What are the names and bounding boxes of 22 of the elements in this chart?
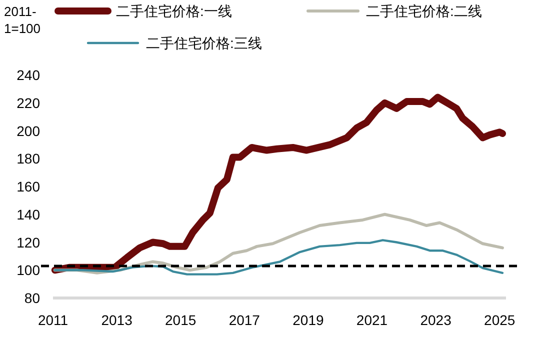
y-tick-label: 140 bbox=[16, 206, 40, 222]
x-tick-label: 2013 bbox=[101, 312, 133, 328]
x-tick-label: 2017 bbox=[228, 312, 260, 328]
x-tick-label: 2015 bbox=[165, 312, 196, 328]
legend-label: 二手住宅价格:一线 bbox=[116, 3, 232, 19]
y-axis-title: 2011-1=100 bbox=[4, 4, 41, 36]
line-series bbox=[54, 239, 504, 276]
x-tick-label: 2021 bbox=[356, 312, 388, 328]
y-tick-label: 220 bbox=[16, 94, 40, 111]
x-tick-label: 2019 bbox=[292, 312, 324, 328]
y-tick-label: 200 bbox=[16, 122, 40, 139]
y-tick-label: 240 bbox=[16, 67, 40, 83]
x-tick-label: 2023 bbox=[420, 312, 452, 328]
y-tick-label: 160 bbox=[16, 178, 40, 194]
y-tick-label: 120 bbox=[16, 234, 40, 250]
x-tick-label: 2011 bbox=[38, 312, 68, 328]
y-tick-label: 100 bbox=[16, 262, 40, 278]
x-tick-label: 2025 bbox=[484, 312, 516, 328]
legend-label: 二手住宅价格:三线 bbox=[146, 35, 262, 51]
legend-label: 二手住宅价格:二线 bbox=[366, 3, 482, 19]
y-tick-label: 80 bbox=[24, 290, 40, 306]
y-tick-label: 180 bbox=[16, 150, 40, 167]
